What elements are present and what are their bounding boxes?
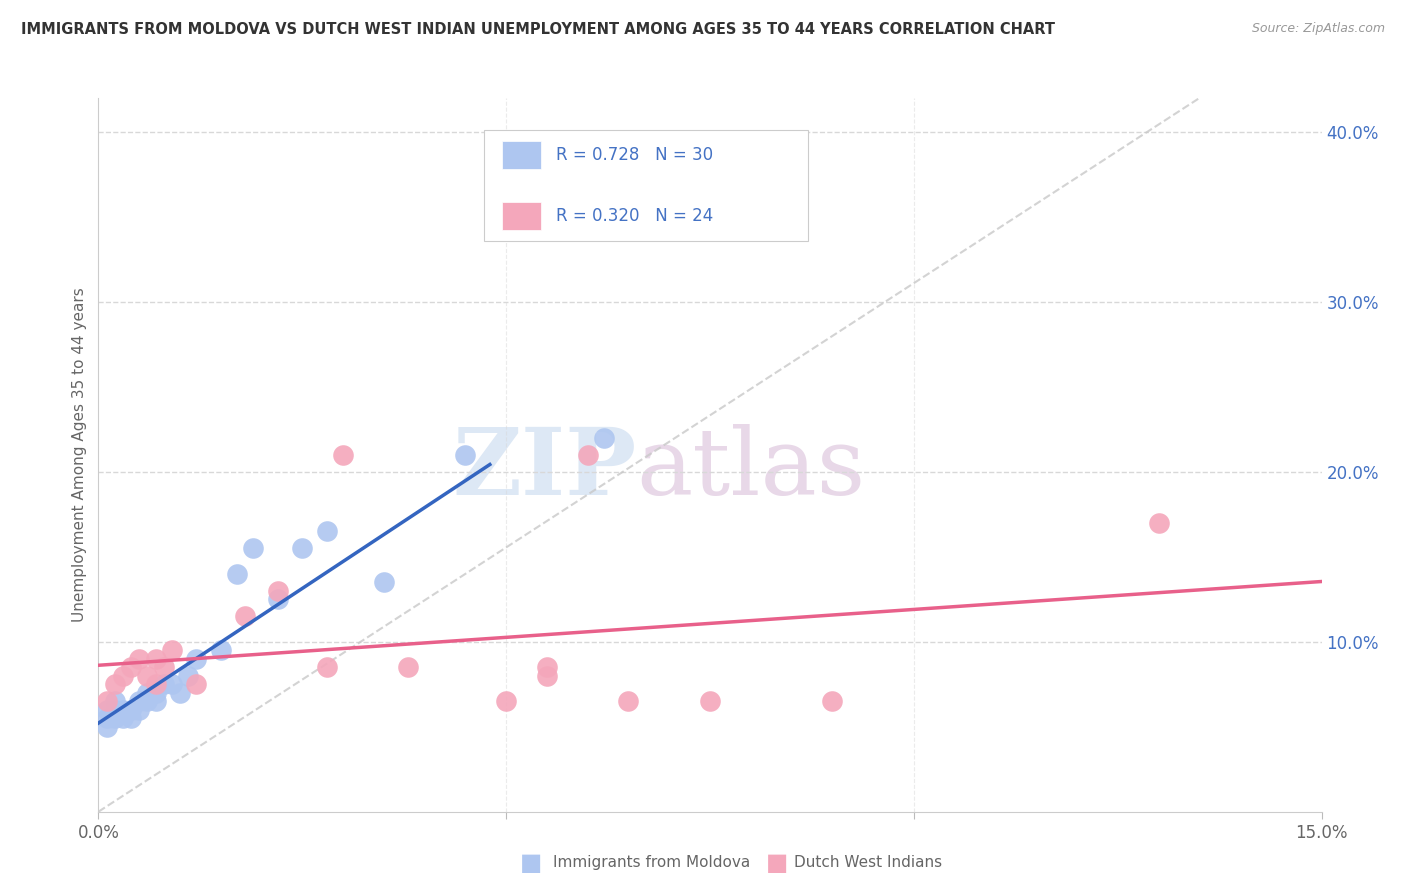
Point — [111, 669, 134, 683]
Text: IMMIGRANTS FROM MOLDOVA VS DUTCH WEST INDIAN UNEMPLOYMENT AMONG AGES 35 TO 44 YE: IMMIGRANTS FROM MOLDOVA VS DUTCH WEST IN… — [21, 22, 1054, 37]
Point — [396, 660, 419, 674]
Point — [120, 711, 142, 725]
Point — [128, 694, 150, 708]
Point — [152, 677, 174, 691]
Text: Immigrants from Moldova: Immigrants from Moldova — [553, 855, 749, 870]
Point — [120, 660, 142, 674]
Point — [152, 660, 174, 674]
Point — [291, 541, 314, 556]
Point — [169, 686, 191, 700]
Point — [267, 583, 290, 598]
Point — [111, 711, 134, 725]
Point — [821, 694, 844, 708]
Text: R = 0.320   N = 24: R = 0.320 N = 24 — [555, 207, 713, 225]
Text: ■: ■ — [766, 851, 789, 874]
Point — [495, 694, 517, 708]
FancyBboxPatch shape — [502, 141, 541, 169]
Point — [699, 694, 721, 708]
Point — [104, 711, 127, 725]
Text: ZIP: ZIP — [453, 425, 637, 514]
Point — [136, 686, 159, 700]
Text: Source: ZipAtlas.com: Source: ZipAtlas.com — [1251, 22, 1385, 36]
Point — [536, 669, 558, 683]
Point — [128, 703, 150, 717]
Point — [617, 694, 640, 708]
Point — [96, 711, 118, 725]
Point — [96, 694, 118, 708]
Point — [454, 448, 477, 462]
Point — [96, 720, 118, 734]
Point — [160, 677, 183, 691]
Text: R = 0.728   N = 30: R = 0.728 N = 30 — [555, 146, 713, 164]
Point — [576, 448, 599, 462]
Point — [315, 524, 337, 539]
Point — [373, 575, 395, 590]
Point — [145, 694, 167, 708]
Point — [242, 541, 264, 556]
Point — [536, 660, 558, 674]
FancyBboxPatch shape — [502, 202, 541, 230]
Point — [128, 652, 150, 666]
Point — [136, 694, 159, 708]
Point — [136, 669, 159, 683]
Y-axis label: Unemployment Among Ages 35 to 44 years: Unemployment Among Ages 35 to 44 years — [72, 287, 87, 623]
Point — [160, 643, 183, 657]
FancyBboxPatch shape — [484, 130, 808, 241]
Point — [104, 703, 127, 717]
Point — [593, 431, 616, 445]
Point — [145, 686, 167, 700]
Text: ■: ■ — [520, 851, 543, 874]
Point — [1147, 516, 1170, 530]
Point — [104, 677, 127, 691]
Point — [177, 669, 200, 683]
Text: Dutch West Indians: Dutch West Indians — [794, 855, 942, 870]
Point — [226, 566, 249, 581]
Point — [186, 652, 208, 666]
Point — [96, 703, 118, 717]
Point — [267, 592, 290, 607]
Text: atlas: atlas — [637, 425, 866, 514]
Point — [104, 694, 127, 708]
Point — [233, 609, 256, 624]
Point — [332, 448, 354, 462]
Point — [145, 677, 167, 691]
Point — [145, 652, 167, 666]
Point — [209, 643, 232, 657]
Point — [315, 660, 337, 674]
Point — [186, 677, 208, 691]
Point — [120, 703, 142, 717]
Point — [111, 703, 134, 717]
